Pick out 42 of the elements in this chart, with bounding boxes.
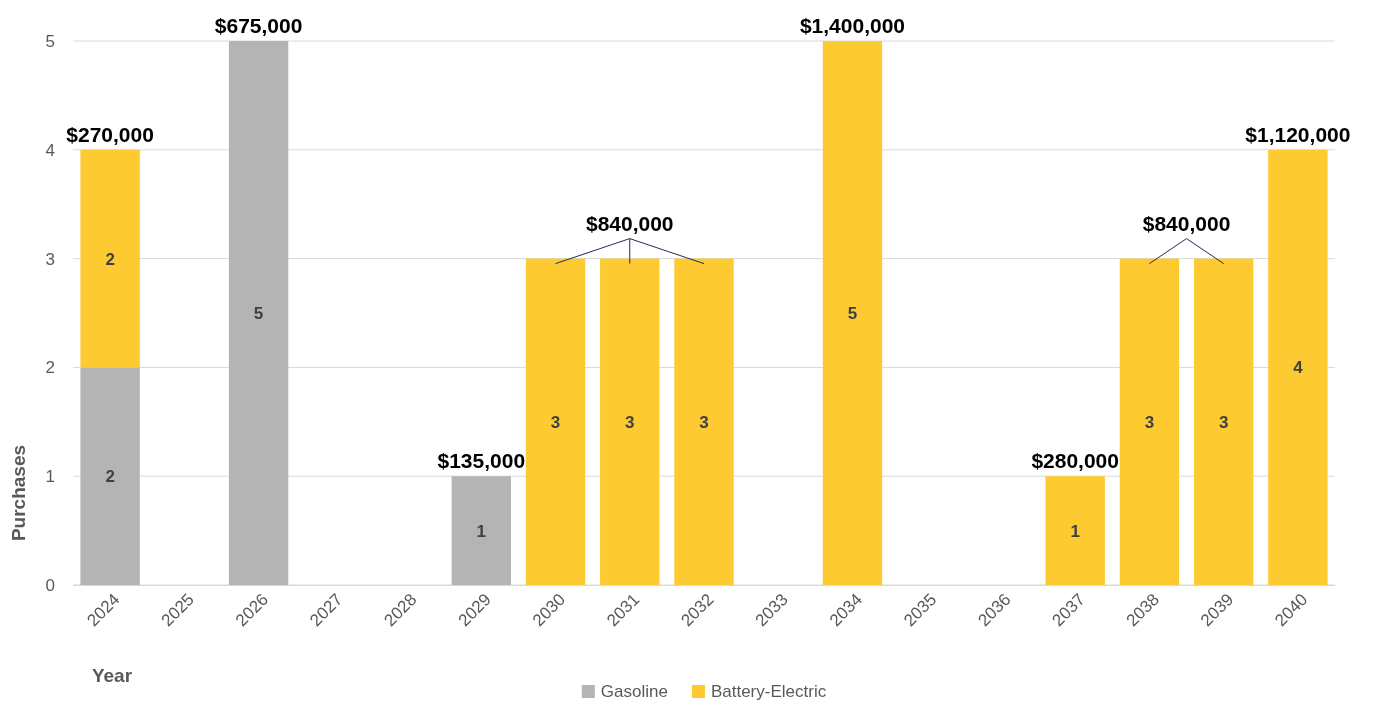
data-label: 3 bbox=[1144, 412, 1155, 432]
bar bbox=[1193, 258, 1254, 585]
annotation: $1,400,000 bbox=[799, 14, 906, 37]
bar bbox=[1268, 149, 1328, 585]
legend-label: Battery-Electric bbox=[710, 682, 827, 701]
bar bbox=[600, 258, 660, 585]
y-tick-label: 1 bbox=[45, 467, 55, 487]
annotation: $1,120,000 bbox=[1245, 122, 1351, 146]
data-label: 5 bbox=[847, 303, 858, 323]
data-label: 4 bbox=[1293, 358, 1304, 378]
annotation: $280,000 bbox=[1031, 449, 1119, 473]
annotation: $270,000 bbox=[66, 122, 154, 146]
bar bbox=[228, 41, 289, 585]
annotation: $840,000 bbox=[1142, 211, 1231, 235]
data-label: 3 bbox=[699, 412, 709, 432]
data-label: 3 bbox=[1218, 412, 1229, 432]
y-tick-label: 0 bbox=[45, 575, 55, 595]
y-tick-label: 5 bbox=[45, 31, 55, 51]
bar bbox=[822, 41, 883, 585]
bar bbox=[80, 367, 140, 585]
data-label: 1 bbox=[1070, 521, 1080, 541]
data-label: 2 bbox=[105, 249, 115, 269]
annotation: $135,000 bbox=[437, 449, 526, 473]
bar bbox=[1045, 476, 1105, 585]
bar bbox=[525, 258, 586, 585]
y-tick-label: 3 bbox=[45, 249, 55, 269]
data-label: 2 bbox=[105, 467, 115, 487]
y-tick-label: 4 bbox=[45, 140, 55, 160]
legend-label: Gasoline bbox=[600, 682, 668, 701]
annotation: $675,000 bbox=[214, 14, 303, 37]
data-label: 3 bbox=[550, 412, 561, 432]
x-axis-title: Year bbox=[91, 665, 133, 686]
annotation: $840,000 bbox=[585, 211, 674, 235]
bar bbox=[674, 258, 734, 585]
bar bbox=[451, 476, 511, 585]
data-label: 1 bbox=[476, 521, 487, 541]
bar bbox=[80, 149, 140, 368]
data-label: 3 bbox=[625, 412, 635, 432]
data-label: 5 bbox=[253, 303, 264, 323]
y-tick-label: 2 bbox=[45, 358, 55, 378]
y-axis-title: Purchases bbox=[8, 444, 29, 542]
bar bbox=[1119, 258, 1180, 585]
